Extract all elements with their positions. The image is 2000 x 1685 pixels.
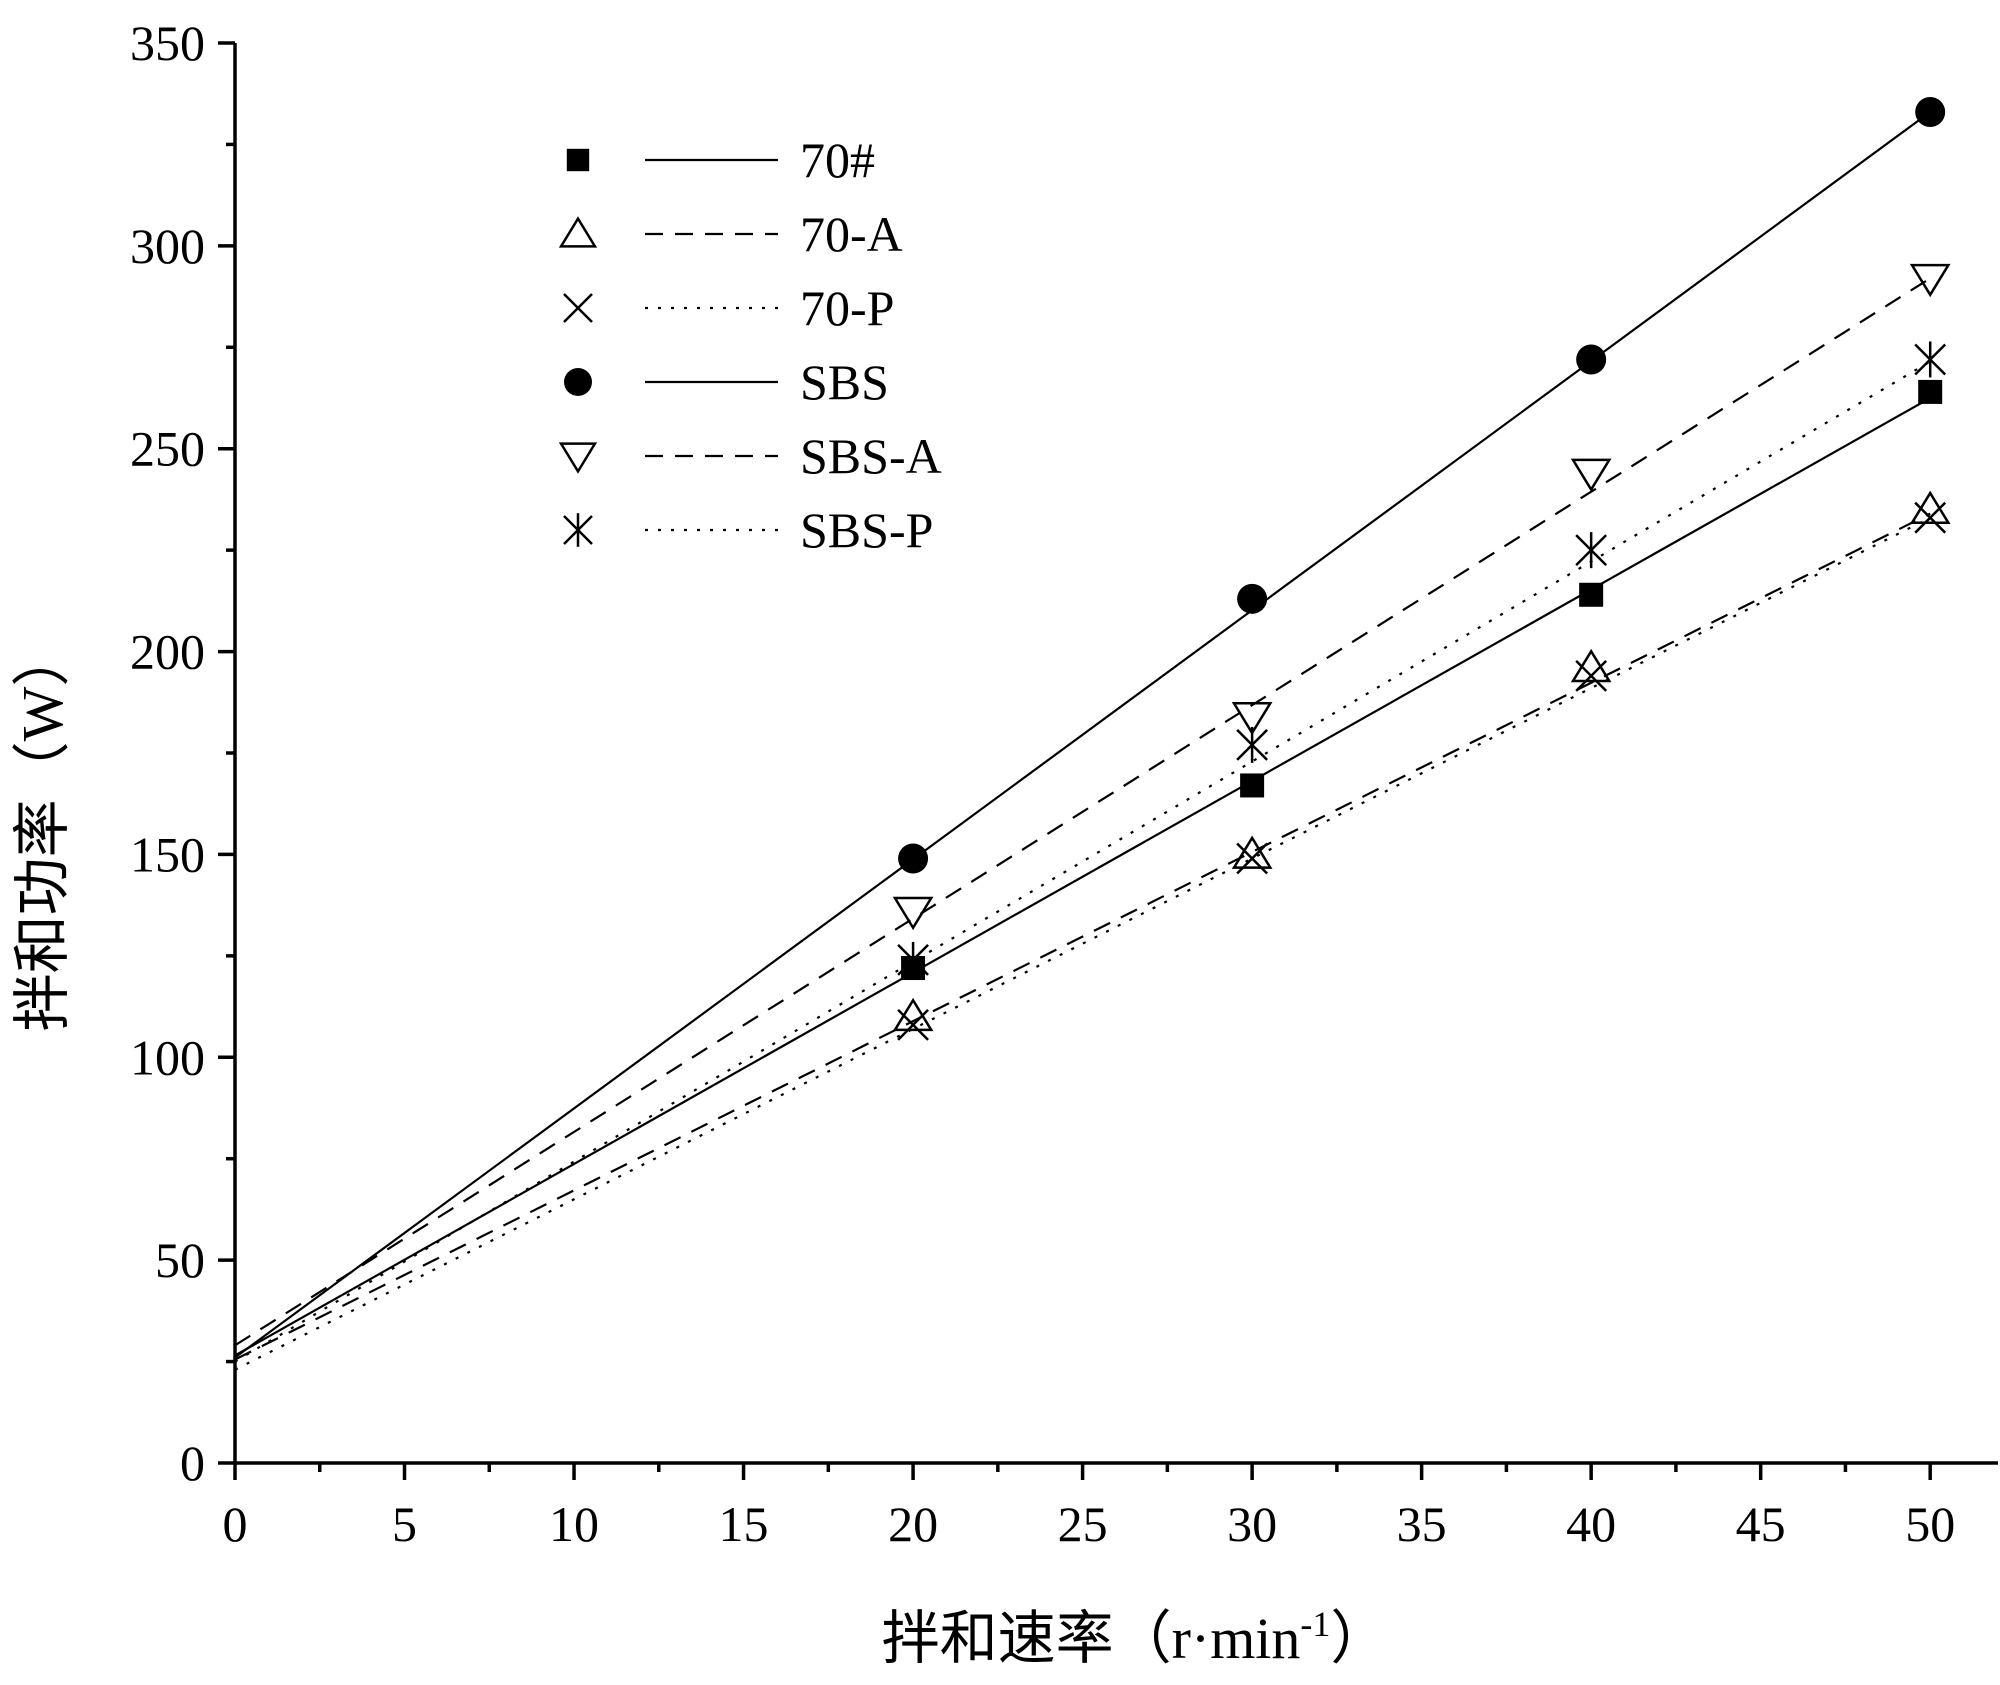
marker-sbs-a xyxy=(1909,263,1951,298)
marker-70-p-stroke xyxy=(1914,501,1947,534)
y-axis-title: 拌和功率（W） xyxy=(10,629,75,1032)
y-tick-label: 200 xyxy=(130,624,205,680)
marker-sbs-shape xyxy=(1237,583,1268,614)
fit-line-sbs xyxy=(234,111,1931,1359)
legend-label-70-a: 70-A xyxy=(800,206,903,262)
x-tick-label: 25 xyxy=(1058,1496,1108,1552)
legend-marker-sbs-a xyxy=(558,442,598,474)
x-axis-title-close: ） xyxy=(1330,1606,1388,1671)
legend-label-70: 70# xyxy=(800,132,875,188)
x-tick-label: 35 xyxy=(1397,1496,1447,1552)
x-tick-label: 15 xyxy=(719,1496,769,1552)
marker-sbs xyxy=(1237,583,1268,614)
marker-sbs-shape xyxy=(1576,344,1607,375)
marker-70-p xyxy=(1914,501,1947,534)
y-tick-label: 300 xyxy=(130,218,205,274)
marker-70-shape xyxy=(1918,379,1943,404)
x-axis-title: 拌和速率（r·min-1） xyxy=(882,1604,1389,1671)
marker-sbs xyxy=(898,843,929,874)
marker-70 xyxy=(1918,379,1943,404)
marker-70-p-stroke xyxy=(897,1008,929,1041)
marker-70-p xyxy=(1236,842,1268,875)
fit-line-70-a xyxy=(234,512,1931,1361)
marker-70 xyxy=(1579,582,1604,607)
x-axis-title-superscript: -1 xyxy=(1300,1604,1330,1644)
fit-lines xyxy=(234,111,1931,1371)
legend-marker-sbs-shape xyxy=(564,368,592,396)
marker-sbs-a xyxy=(1570,458,1612,492)
marker-sbs xyxy=(1576,344,1607,375)
legend-marker-70-p xyxy=(563,293,593,323)
marker-70-a xyxy=(1231,835,1273,869)
marker-sbs-a xyxy=(892,896,934,931)
legend-marker-70-shape xyxy=(566,148,590,172)
marker-70-shape xyxy=(1240,773,1265,798)
marker-70-p xyxy=(1575,660,1608,692)
legend-label-70-p: 70-P xyxy=(800,280,894,336)
legend-marker-70-a-shape xyxy=(558,216,598,248)
legend-marker-70 xyxy=(566,148,590,172)
marker-sbs-p xyxy=(1575,532,1608,569)
marker-sbs-p xyxy=(1236,726,1268,763)
marker-70-a-shape xyxy=(1231,835,1273,869)
x-tick-label: 20 xyxy=(888,1496,938,1552)
legend-marker-sbs-a-shape xyxy=(558,442,598,474)
y-tick-label: 50 xyxy=(155,1232,205,1288)
marker-sbs-shape xyxy=(898,843,929,874)
fit-line-sbs-p xyxy=(234,360,1931,1363)
axes: 0 5 10 15 20 25 30 35 40 45 50 0 50 100 150 200 250 300 35… xyxy=(130,15,1998,1552)
x-tick-label: 10 xyxy=(549,1496,599,1552)
y-tick-label: 100 xyxy=(130,1029,205,1085)
x-axis-title-main: 拌和速率（r·min xyxy=(882,1606,1301,1671)
marker-sbs-a-shape xyxy=(892,896,934,931)
marker-70-p-stroke xyxy=(1236,842,1268,875)
y-tick-label: 0 xyxy=(180,1435,205,1491)
marker-sbs-p xyxy=(897,941,929,978)
legend: 70# 70-A 70-P SBS SBS-A SBS-P xyxy=(558,132,942,558)
marker-sbs-a xyxy=(1231,702,1273,736)
legend-marker-70-a xyxy=(558,216,598,248)
legend-marker-70-p-stroke xyxy=(563,293,593,323)
marker-sbs-a-shape xyxy=(1909,263,1951,298)
y-tick-label: 350 xyxy=(130,15,205,71)
marker-sbs-a-shape xyxy=(1570,458,1612,492)
x-tick-label: 40 xyxy=(1566,1496,1616,1552)
marker-sbs xyxy=(1915,96,1946,127)
marker-sbs-shape xyxy=(1915,96,1946,127)
marker-70 xyxy=(1240,773,1265,798)
marker-sbs-a-shape xyxy=(1231,702,1273,736)
legend-marker-sbs-p xyxy=(563,513,593,547)
data-markers xyxy=(892,96,1951,1041)
x-tick-label: 45 xyxy=(1736,1496,1786,1552)
legend-label-sbs-a: SBS-A xyxy=(800,428,942,484)
y-tick-label: 150 xyxy=(130,826,205,882)
x-tick-label: 0 xyxy=(223,1496,248,1552)
marker-70-shape xyxy=(1579,582,1604,607)
y-tick-label: 250 xyxy=(130,421,205,477)
x-tick-label: 30 xyxy=(1227,1496,1277,1552)
legend-label-sbs: SBS xyxy=(800,354,889,410)
fit-line-sbs-a xyxy=(234,277,1931,1347)
x-tick-label: 50 xyxy=(1905,1496,1955,1552)
marker-70-p-stroke xyxy=(1575,660,1608,692)
x-tick-label: 5 xyxy=(392,1496,417,1552)
legend-marker-sbs xyxy=(564,368,592,396)
marker-70-p xyxy=(897,1008,929,1041)
marker-sbs-p xyxy=(1914,341,1947,378)
legend-label-sbs-p: SBS-P xyxy=(800,502,933,558)
